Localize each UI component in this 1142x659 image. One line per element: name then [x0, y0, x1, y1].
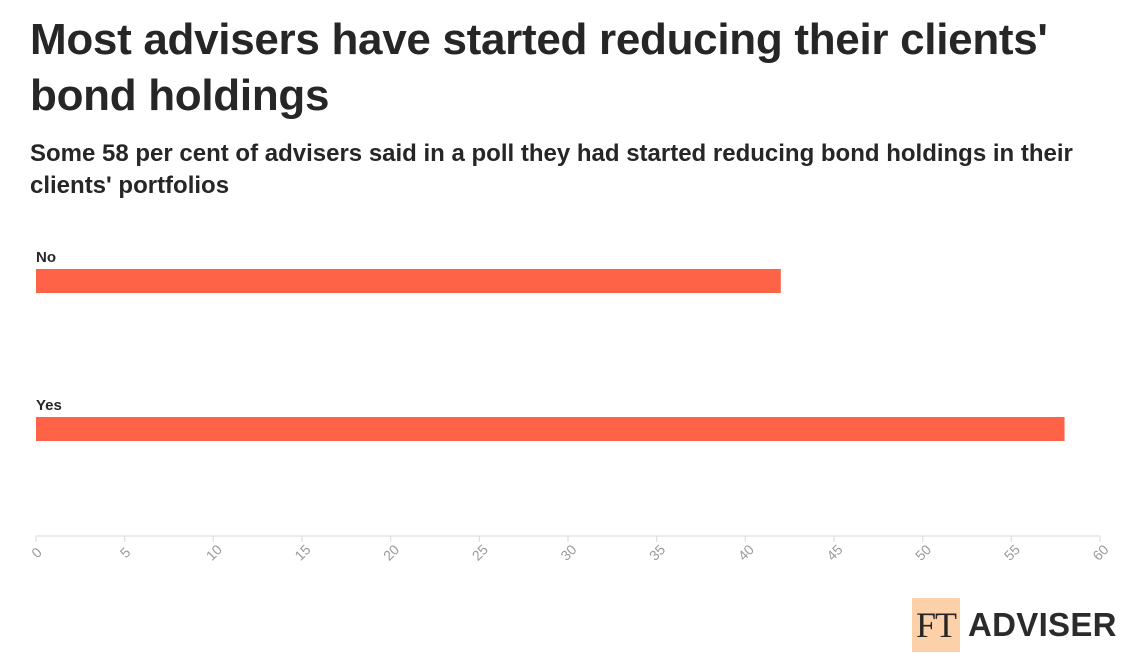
chart-subtitle: Some 58 per cent of advisers said in a p… — [30, 140, 1073, 199]
x-tick-label: 35 — [646, 541, 668, 563]
bar-label-no: No — [36, 249, 56, 266]
ft-logo-mark: FT — [912, 598, 961, 652]
x-tick-label: 30 — [557, 541, 579, 563]
x-tick-label: 5 — [117, 544, 134, 561]
x-tick-label: 20 — [380, 541, 402, 563]
adviser-logo-text: ADVISER — [968, 606, 1117, 643]
x-tick-label: 15 — [291, 541, 313, 563]
bar-chart: No Yes 0 5 10 15 20 25 30 35 40 45 50 55 60 — [28, 249, 1112, 564]
bar-no — [36, 269, 781, 293]
x-tick-label: 45 — [823, 541, 845, 563]
bar-yes — [36, 417, 1065, 441]
x-tick-label: 25 — [469, 541, 491, 563]
x-tick-label: 10 — [203, 541, 225, 563]
x-tick-label: 0 — [28, 544, 45, 561]
x-tick-label: 60 — [1089, 541, 1111, 563]
bar-label-yes: Yes — [36, 397, 62, 414]
ft-adviser-logo: FT ADVISER — [912, 598, 1117, 652]
x-tick-label: 50 — [912, 541, 934, 563]
chart-title: Most advisers have started reducing thei… — [30, 15, 1048, 120]
x-tick-label: 55 — [1001, 541, 1023, 563]
x-tick-label: 40 — [735, 541, 757, 563]
